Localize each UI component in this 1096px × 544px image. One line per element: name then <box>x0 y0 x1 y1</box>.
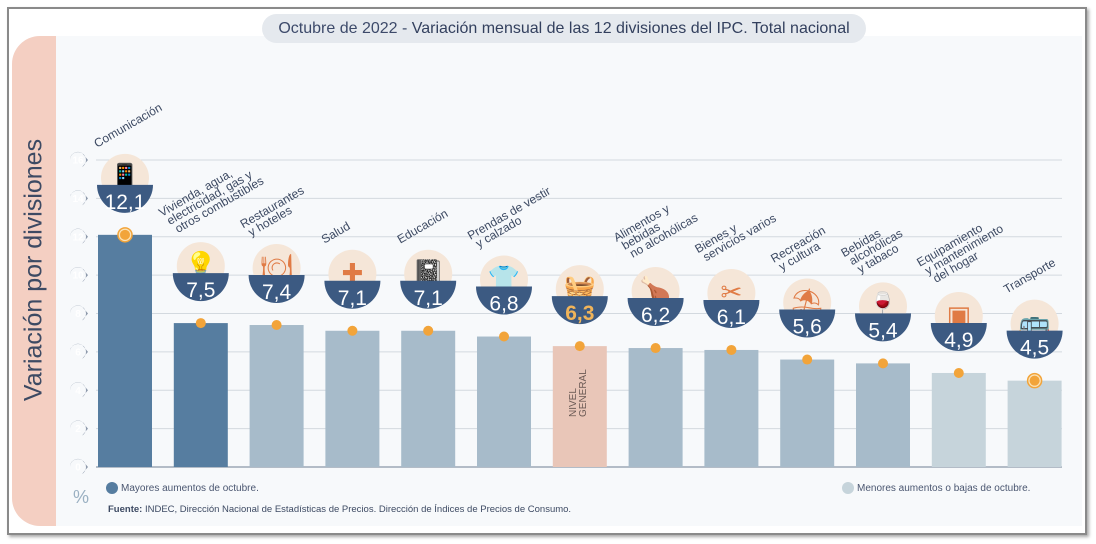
bar <box>249 325 304 467</box>
value-badge <box>855 313 911 342</box>
legend-low-swatch <box>842 482 854 494</box>
bar <box>1007 380 1062 467</box>
value-marker <box>802 354 813 365</box>
value-badge <box>324 280 381 309</box>
chart-title: Octubre de 2022 - Variación mensual de l… <box>262 14 866 43</box>
legend-low-label: Menores aumentos o bajas de octubre. <box>857 482 1031 494</box>
value-badge <box>476 286 532 315</box>
y-unit: % <box>73 487 90 507</box>
value-marker <box>650 343 661 354</box>
category-label-line: Comunicación <box>92 100 165 150</box>
y-tick-label: 16 <box>72 156 84 167</box>
value-marker <box>195 318 206 329</box>
value-badge <box>551 296 608 325</box>
y-tick-label: 6 <box>75 347 81 358</box>
y-tick-label: 0 <box>75 463 81 474</box>
category-label: Vivienda, agua,electricidad, gas yotros … <box>156 154 266 238</box>
general-level-line: GENERAL <box>578 369 589 417</box>
category-label: Bebidasalcohólicasy tabaco <box>839 217 911 279</box>
category-label: Educación <box>395 206 451 246</box>
category-label: Bienes yservicios varios <box>692 201 778 265</box>
value-label: 7,1 <box>414 287 443 310</box>
value-label: 12,1 <box>105 191 146 214</box>
value-label: 6,2 <box>641 304 670 327</box>
category-label: Prendas de vestiry calzado <box>465 184 558 252</box>
value-label: 6,3 <box>565 302 594 325</box>
category-label: Comunicación <box>92 100 165 150</box>
category-label-line: Transporte <box>1001 255 1058 296</box>
value-badge <box>930 322 987 351</box>
value-marker <box>347 325 358 336</box>
value-label: 7,1 <box>338 287 367 310</box>
value-badge <box>97 184 153 213</box>
general-level-line: NIVEL <box>568 388 579 417</box>
bar <box>477 336 531 467</box>
y-tick-label: 14 <box>72 194 84 205</box>
y-tick-label: 10 <box>72 271 84 282</box>
bar <box>704 349 759 467</box>
value-marker <box>953 367 964 378</box>
value-marker <box>423 325 434 336</box>
value-badge <box>248 275 305 304</box>
general-level-label: NIVELGENERAL <box>568 369 589 417</box>
bar <box>856 363 910 467</box>
legend-low: Menores aumentos o bajas de octubre. <box>842 482 1030 494</box>
bar <box>173 323 228 467</box>
title-main: Variación mensual de las 12 divisiones d… <box>411 20 850 37</box>
value-badge <box>627 298 684 327</box>
legend-high-label: Mayores aumentos de octubre. <box>121 482 259 494</box>
category-label-line: Salud <box>319 219 353 246</box>
y-tick-label: 2 <box>75 424 81 435</box>
bar <box>780 359 835 467</box>
y-tick-label: 8 <box>75 309 81 320</box>
bar <box>325 330 380 467</box>
y-tick-label: 12 <box>72 232 84 243</box>
value-marker <box>1029 375 1040 386</box>
title-prefix: Octubre de 2022 - <box>278 20 412 37</box>
value-label: 7,5 <box>186 279 215 302</box>
value-label: 7,4 <box>262 281 292 304</box>
category-label-line: Educación <box>395 206 451 246</box>
value-marker <box>499 331 509 342</box>
source-note: Fuente: INDEC, Dirección Nacional de Est… <box>108 504 571 515</box>
value-badge <box>779 309 836 338</box>
y-axis-strip <box>12 36 56 526</box>
legend-high-swatch <box>106 482 118 494</box>
value-label: 4,9 <box>944 329 973 352</box>
bar <box>931 372 986 467</box>
source-text: INDEC, Dirección Nacional de Estadística… <box>142 504 572 515</box>
value-badge <box>703 299 760 328</box>
value-badge <box>1006 330 1063 359</box>
value-marker <box>271 320 282 331</box>
value-label: 6,8 <box>489 293 518 316</box>
bar <box>552 346 607 467</box>
value-marker <box>726 344 737 355</box>
legend-high: Mayores aumentos de octubre. <box>106 482 259 494</box>
category-label: Alimentos ybebidasno alcohólicas <box>611 191 700 263</box>
value-marker <box>878 358 888 369</box>
bar <box>401 330 456 467</box>
category-label: Transporte <box>1001 255 1058 296</box>
value-label: 5,4 <box>868 319 898 342</box>
y-tick-label: 4 <box>75 386 81 397</box>
category-label: Equipamientoy mantenimientodel hogar <box>914 212 1011 289</box>
category-label: Salud <box>319 219 353 246</box>
source-label: Fuente: <box>108 504 143 515</box>
value-label: 6,1 <box>717 306 746 329</box>
value-label: 5,6 <box>793 316 822 339</box>
value-marker <box>574 341 585 352</box>
bar <box>628 348 683 467</box>
value-badge <box>400 280 457 309</box>
value-badge <box>172 273 229 302</box>
category-label: Recreacióny cultura <box>768 223 833 275</box>
bar <box>98 234 152 467</box>
value-marker <box>120 229 130 240</box>
value-label: 4,5 <box>1020 337 1049 360</box>
